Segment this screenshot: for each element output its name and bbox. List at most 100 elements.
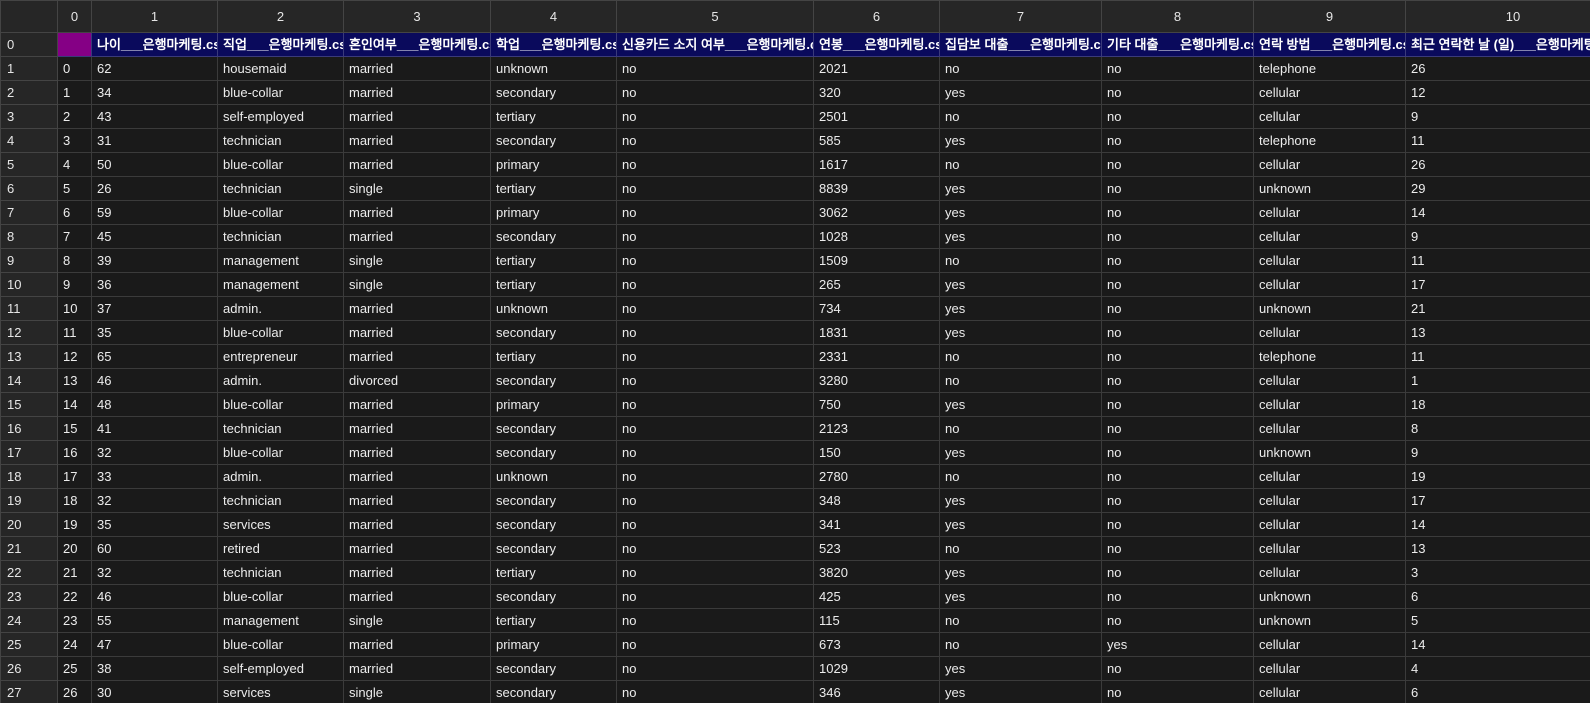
table-cell[interactable]: no xyxy=(1101,272,1254,297)
table-cell[interactable]: no xyxy=(616,248,814,273)
row-index[interactable]: 7 xyxy=(0,200,58,225)
table-cell[interactable]: single xyxy=(343,680,491,703)
column-name-cell[interactable]: 혼인여부___은행마케팅.csv xyxy=(343,32,491,57)
table-cell[interactable]: cellular xyxy=(1253,248,1406,273)
table-cell[interactable]: single xyxy=(343,248,491,273)
table-cell[interactable]: 4 xyxy=(57,152,92,177)
table-cell[interactable]: no xyxy=(616,200,814,225)
table-cell[interactable]: no xyxy=(616,656,814,681)
table-cell[interactable]: no xyxy=(939,464,1102,489)
row-index[interactable]: 0 xyxy=(0,32,58,57)
table-cell[interactable]: 9 xyxy=(1405,440,1590,465)
table-cell[interactable]: 32 xyxy=(91,440,218,465)
table-cell[interactable]: cellular xyxy=(1253,368,1406,393)
table-cell[interactable]: 1028 xyxy=(813,224,940,249)
row-index[interactable]: 1 xyxy=(0,56,58,81)
row-index[interactable]: 19 xyxy=(0,488,58,513)
table-cell[interactable]: 3280 xyxy=(813,368,940,393)
row-index[interactable]: 6 xyxy=(0,176,58,201)
table-cell[interactable]: 26 xyxy=(91,176,218,201)
table-cell[interactable]: no xyxy=(1101,416,1254,441)
table-cell[interactable]: married xyxy=(343,392,491,417)
table-cell[interactable]: 46 xyxy=(91,368,218,393)
table-cell[interactable]: blue-collar xyxy=(217,632,344,657)
table-cell[interactable]: primary xyxy=(490,632,617,657)
table-cell[interactable]: technician xyxy=(217,416,344,441)
table-cell[interactable]: married xyxy=(343,488,491,513)
table-cell[interactable]: no xyxy=(616,344,814,369)
table-cell[interactable]: unknown xyxy=(490,56,617,81)
table-cell[interactable]: 17 xyxy=(1405,488,1590,513)
row-index[interactable]: 18 xyxy=(0,464,58,489)
column-index-8[interactable]: 8 xyxy=(1101,0,1254,33)
row-index[interactable]: 26 xyxy=(0,656,58,681)
table-cell[interactable]: secondary xyxy=(490,320,617,345)
table-cell[interactable]: yes xyxy=(1101,632,1254,657)
table-cell[interactable]: no xyxy=(616,368,814,393)
table-cell[interactable]: 13 xyxy=(1405,320,1590,345)
table-cell[interactable]: yes xyxy=(939,560,1102,585)
table-cell[interactable]: unknown xyxy=(490,296,617,321)
table-cell[interactable]: 0 xyxy=(57,56,92,81)
table-cell[interactable]: no xyxy=(1101,248,1254,273)
table-cell[interactable]: primary xyxy=(490,392,617,417)
table-cell[interactable]: married xyxy=(343,584,491,609)
table-cell[interactable]: 7 xyxy=(57,224,92,249)
table-cell[interactable]: 2331 xyxy=(813,344,940,369)
table-cell[interactable]: housemaid xyxy=(217,56,344,81)
table-cell[interactable]: technician xyxy=(217,128,344,153)
table-cell[interactable]: blue-collar xyxy=(217,392,344,417)
table-cell[interactable]: married xyxy=(343,200,491,225)
column-index-7[interactable]: 7 xyxy=(939,0,1102,33)
table-cell[interactable]: 32 xyxy=(91,488,218,513)
table-cell[interactable]: 6 xyxy=(57,200,92,225)
table-cell[interactable]: 13 xyxy=(1405,536,1590,561)
table-cell[interactable]: no xyxy=(616,152,814,177)
table-cell[interactable]: 35 xyxy=(91,512,218,537)
table-cell[interactable]: cellular xyxy=(1253,416,1406,441)
table-cell[interactable]: no xyxy=(939,632,1102,657)
table-cell[interactable]: 24 xyxy=(57,632,92,657)
row-index[interactable]: 23 xyxy=(0,584,58,609)
table-cell[interactable]: admin. xyxy=(217,464,344,489)
table-cell[interactable]: no xyxy=(616,680,814,703)
table-cell[interactable]: 2501 xyxy=(813,104,940,129)
table-cell[interactable]: telephone xyxy=(1253,344,1406,369)
table-cell[interactable]: no xyxy=(939,152,1102,177)
table-cell[interactable]: no xyxy=(1101,176,1254,201)
table-cell[interactable]: no xyxy=(616,608,814,633)
table-cell[interactable]: 8 xyxy=(57,248,92,273)
table-cell[interactable]: no xyxy=(1101,320,1254,345)
table-cell[interactable]: 11 xyxy=(1405,248,1590,273)
table-cell[interactable]: unknown xyxy=(1253,608,1406,633)
table-cell[interactable]: 5 xyxy=(57,176,92,201)
table-cell[interactable]: tertiary xyxy=(490,560,617,585)
table-cell[interactable]: 59 xyxy=(91,200,218,225)
row-index[interactable]: 27 xyxy=(0,680,58,703)
row-index[interactable]: 16 xyxy=(0,416,58,441)
table-cell[interactable]: 5 xyxy=(1405,608,1590,633)
table-cell[interactable]: unknown xyxy=(1253,176,1406,201)
table-cell[interactable]: no xyxy=(1101,512,1254,537)
table-cell[interactable]: admin. xyxy=(217,296,344,321)
row-index[interactable]: 25 xyxy=(0,632,58,657)
table-cell[interactable]: 341 xyxy=(813,512,940,537)
row-index[interactable]: 14 xyxy=(0,368,58,393)
table-cell[interactable]: yes xyxy=(939,224,1102,249)
table-cell[interactable]: unknown xyxy=(490,464,617,489)
table-cell[interactable]: 62 xyxy=(91,56,218,81)
column-index-3[interactable]: 3 xyxy=(343,0,491,33)
table-cell[interactable]: no xyxy=(1101,464,1254,489)
row-index[interactable]: 3 xyxy=(0,104,58,129)
table-cell[interactable]: 8 xyxy=(1405,416,1590,441)
row-index[interactable]: 13 xyxy=(0,344,58,369)
table-cell[interactable]: 10 xyxy=(57,296,92,321)
table-cell[interactable]: 35 xyxy=(91,320,218,345)
table-cell[interactable]: no xyxy=(616,296,814,321)
table-cell[interactable]: 1831 xyxy=(813,320,940,345)
table-cell[interactable]: no xyxy=(616,128,814,153)
table-cell[interactable]: 17 xyxy=(1405,272,1590,297)
table-cell[interactable]: entrepreneur xyxy=(217,344,344,369)
table-cell[interactable]: secondary xyxy=(490,656,617,681)
table-cell[interactable]: married xyxy=(343,344,491,369)
